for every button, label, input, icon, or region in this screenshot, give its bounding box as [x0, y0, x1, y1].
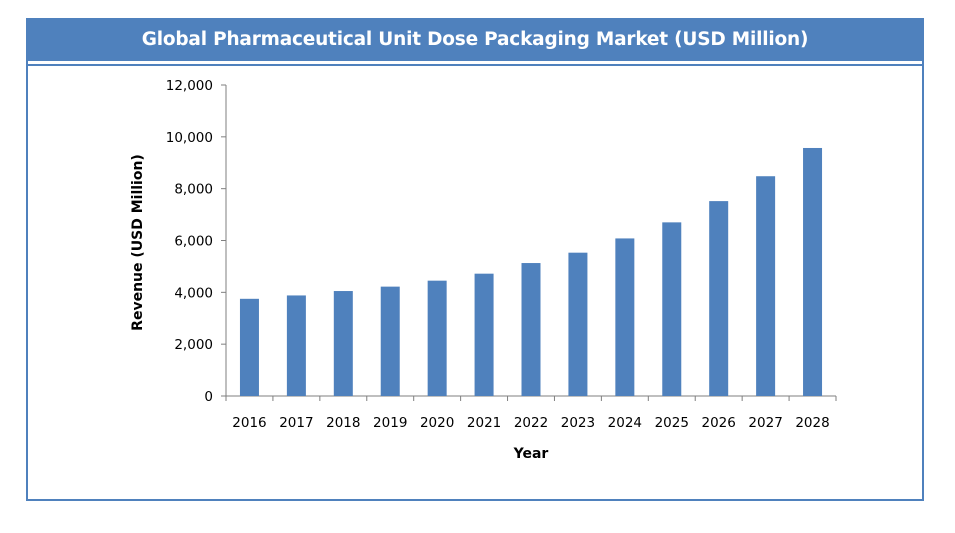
bar-2024 — [615, 238, 635, 396]
y-axis-title: Revenue (USD Million) — [130, 154, 146, 331]
x-tick-label: 2024 — [608, 415, 642, 431]
x-axis-title: Year — [513, 446, 549, 462]
bar-2027 — [756, 176, 776, 396]
bar-2020 — [427, 280, 447, 396]
x-tick-label: 2027 — [748, 415, 782, 431]
bar-2025 — [662, 222, 682, 396]
y-tick-label: 10,000 — [166, 130, 213, 146]
bar-2023 — [568, 252, 588, 396]
bar-2026 — [709, 201, 729, 396]
x-tick-label: 2016 — [232, 415, 266, 431]
x-tick-label: 2026 — [702, 415, 736, 431]
chart-bars — [239, 147, 823, 396]
x-tick-label: 2017 — [279, 415, 313, 431]
y-tick-label: 4,000 — [174, 285, 213, 301]
x-tick-label: 2020 — [420, 415, 454, 431]
bar-2022 — [521, 263, 541, 396]
chart-title: Global Pharmaceutical Unit Dose Packagin… — [28, 20, 922, 64]
bar-2019 — [380, 286, 400, 396]
bar-2017 — [286, 295, 306, 396]
x-tick-label: 2022 — [514, 415, 548, 431]
x-tick-label: 2023 — [561, 415, 595, 431]
x-tick-label: 2018 — [326, 415, 360, 431]
x-tick-label: 2019 — [373, 415, 407, 431]
x-tick-label: 2025 — [655, 415, 689, 431]
bar-2028 — [803, 147, 823, 396]
y-tick-label: 0 — [204, 389, 213, 405]
y-tick-label: 12,000 — [166, 78, 213, 94]
bar-2021 — [474, 273, 494, 396]
bar-2018 — [333, 291, 353, 396]
y-tick-label: 8,000 — [174, 182, 213, 198]
x-tick-label: 2021 — [467, 415, 501, 431]
y-tick-label: 6,000 — [174, 234, 213, 250]
bar-2016 — [239, 298, 259, 396]
chart-labels: 0 2,000 4,000 6,000 8,000 10,000 12,000 2016 201… — [166, 78, 830, 431]
x-tick-label: 2028 — [795, 415, 829, 431]
y-tick-label: 2,000 — [174, 337, 213, 353]
